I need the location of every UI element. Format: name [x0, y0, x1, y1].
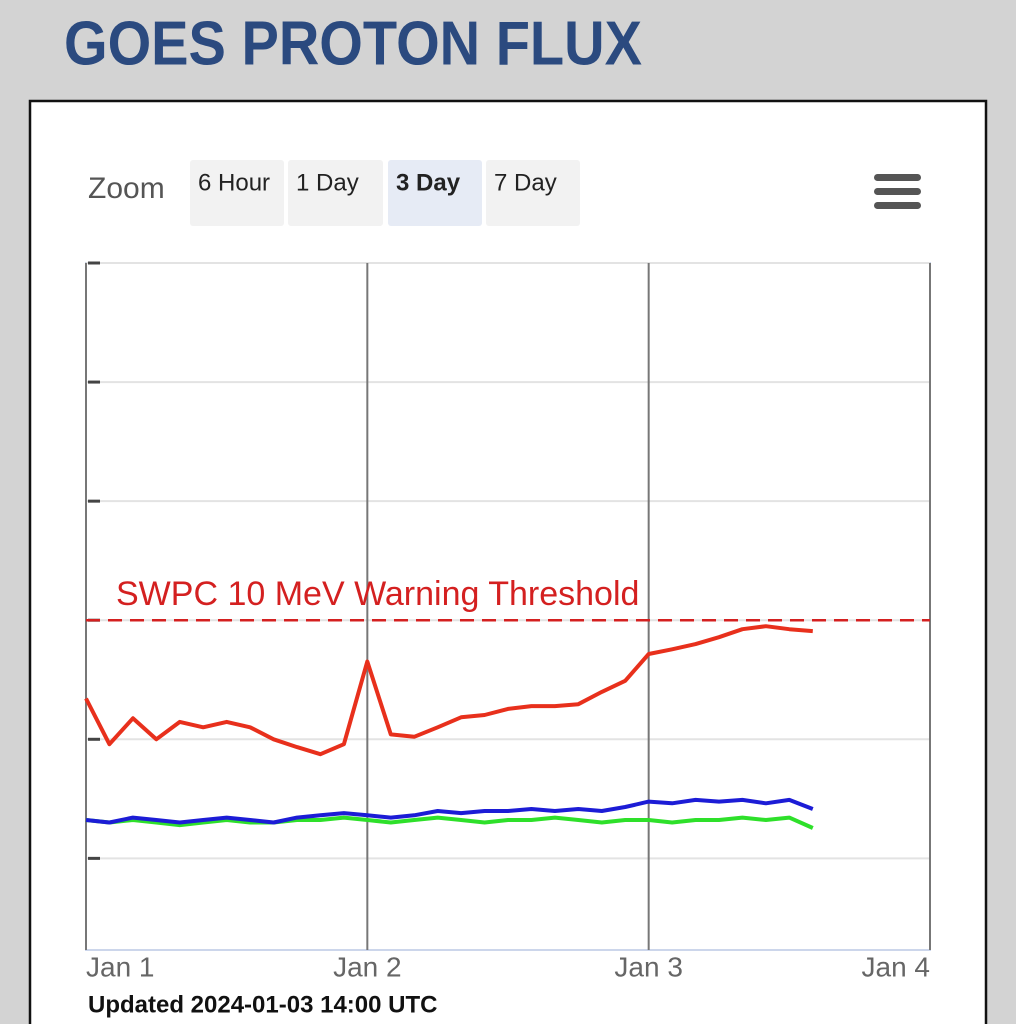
series-line: [84, 624, 813, 757]
zoom-button[interactable]: 6 Hour: [190, 160, 284, 226]
zoom-button[interactable]: 7 Day: [486, 160, 580, 226]
zoom-button-label[interactable]: 1 Day: [296, 169, 359, 196]
zoom-button-label[interactable]: 7 Day: [494, 169, 557, 196]
threshold-label: SWPC 10 MeV Warning Threshold: [116, 575, 639, 613]
zoom-button-label[interactable]: 6 Hour: [198, 169, 270, 196]
zoom-button-bg[interactable]: [288, 160, 383, 226]
plot-area: [85, 262, 931, 951]
zoom-button-bg[interactable]: [388, 160, 482, 226]
x-tick-label: Jan 1: [86, 951, 155, 982]
menu-button[interactable]: [873, 172, 923, 212]
zoom-button[interactable]: 1 Day: [288, 160, 383, 226]
zoom-buttons: 6 Hour 1 Day 3 Day 7 Day: [190, 160, 580, 226]
updated-text: Updated 2024-01-03 14:00 UTC: [88, 991, 437, 1018]
zoom-button[interactable]: 3 Day: [388, 160, 482, 226]
x-tick-label: Jan 2: [333, 951, 402, 982]
page-title: GOES PROTON FLUX: [64, 9, 642, 78]
zoom-label: Zoom: [88, 172, 165, 205]
series-line: [85, 815, 814, 830]
menu-bar: [874, 174, 921, 181]
menu-bar: [874, 188, 921, 195]
zoom-button-bg[interactable]: [190, 160, 284, 226]
zoom-button-label[interactable]: 3 Day: [396, 169, 461, 196]
x-tick-label: Jan 4: [862, 951, 931, 982]
x-tick-label: Jan 3: [614, 951, 683, 982]
series-line: [85, 797, 814, 825]
menu-bar: [874, 202, 921, 209]
zoom-button-bg[interactable]: [486, 160, 580, 226]
plot: Jan 1 Jan 2 Jan 3 Jan 4 SWPC 10 MeV Warning …: [84, 261, 931, 982]
